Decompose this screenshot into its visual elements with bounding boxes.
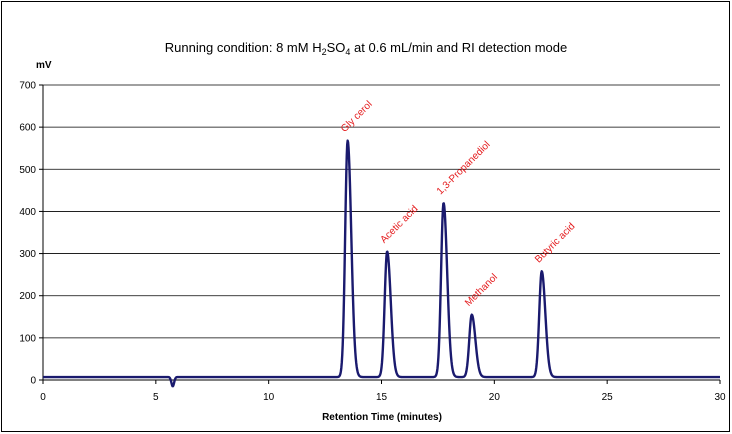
peak-label: 1,3-Propanediol xyxy=(435,139,493,197)
y-tick-label: 500 xyxy=(19,165,36,176)
x-tick-label: 25 xyxy=(602,392,614,403)
chart-title: Running condition: 8 mM H2SO4 at 0.6 mL/… xyxy=(164,40,568,57)
y-tick-label: 0 xyxy=(30,376,36,387)
y-tick-label: 200 xyxy=(19,291,36,302)
peak-label: Methanol xyxy=(463,272,500,309)
y-axis-title: mV xyxy=(36,60,52,71)
chromatogram-line xyxy=(42,139,721,388)
x-tick-label: 10 xyxy=(263,392,275,403)
peak-label: Butyric acid xyxy=(533,221,577,265)
peak-label: Acetic acid xyxy=(378,204,420,246)
tick-labels: 0 100 200 300 400 500 600 700 0 5 10 15 20 25 30 xyxy=(19,81,726,404)
x-tick-label: 0 xyxy=(40,392,46,403)
peak-label: Gly cerol xyxy=(339,99,375,135)
x-tick-label: 30 xyxy=(714,392,726,403)
x-tick-label: 15 xyxy=(376,392,388,403)
axes xyxy=(39,84,721,384)
y-tick-label: 700 xyxy=(19,81,36,92)
y-tick-label: 100 xyxy=(19,333,36,344)
y-tick-label: 400 xyxy=(19,207,36,218)
x-tick-label: 20 xyxy=(489,392,501,403)
x-tick-label: 5 xyxy=(153,392,159,403)
x-axis-title: Retention Time (minutes) xyxy=(322,412,442,423)
y-tick-label: 300 xyxy=(19,249,36,260)
y-tick-label: 600 xyxy=(19,123,36,134)
grid-lines xyxy=(43,84,720,339)
